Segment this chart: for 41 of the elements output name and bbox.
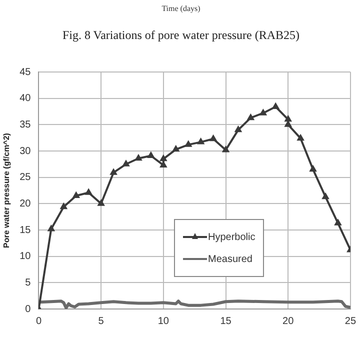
y-tick-label: 45	[20, 66, 32, 78]
x-tick-label: 25	[344, 316, 356, 327]
x-tick-label: 20	[282, 316, 294, 327]
point	[334, 220, 342, 226]
point	[297, 134, 304, 141]
y-tick-label: 30	[20, 146, 32, 157]
x-tick-label: 15	[220, 316, 232, 327]
point	[172, 146, 180, 152]
point	[284, 121, 292, 127]
y-tick-label: 25	[20, 172, 32, 184]
x-tick-label: 10	[158, 316, 170, 327]
point	[110, 169, 117, 175]
point	[310, 166, 316, 172]
legend-label: Hyperbolic	[208, 232, 256, 242]
point	[85, 189, 92, 195]
x-tick-label: 5	[98, 316, 104, 327]
point	[272, 103, 279, 110]
y-axis-title: Pore water pressure (gf/cm^2)	[2, 132, 12, 248]
y-tick-label: 5	[25, 277, 32, 288]
point	[72, 192, 80, 198]
point	[135, 154, 142, 161]
y-tick-label: 15	[20, 224, 32, 236]
text: Time (days)	[160, 4, 202, 13]
y-tick-label: 0	[25, 304, 32, 315]
legend-label: Measured	[208, 254, 252, 264]
point	[185, 141, 192, 147]
point	[260, 110, 266, 116]
point	[160, 162, 167, 168]
point	[60, 203, 67, 210]
y-tick-label: 35	[20, 119, 32, 130]
point	[148, 152, 154, 158]
point	[160, 155, 167, 162]
point	[322, 193, 329, 200]
y-tick-label: 10	[20, 251, 32, 262]
x-tick-label: 0	[36, 316, 42, 327]
point	[98, 200, 104, 206]
chart-title: Fig. 8 Variations of pore water pressure (RAB25)	[61, 28, 301, 43]
y-tick-label: 40	[20, 93, 32, 104]
y-tick-label: 20	[20, 198, 32, 210]
point	[122, 160, 130, 166]
point	[284, 116, 292, 122]
